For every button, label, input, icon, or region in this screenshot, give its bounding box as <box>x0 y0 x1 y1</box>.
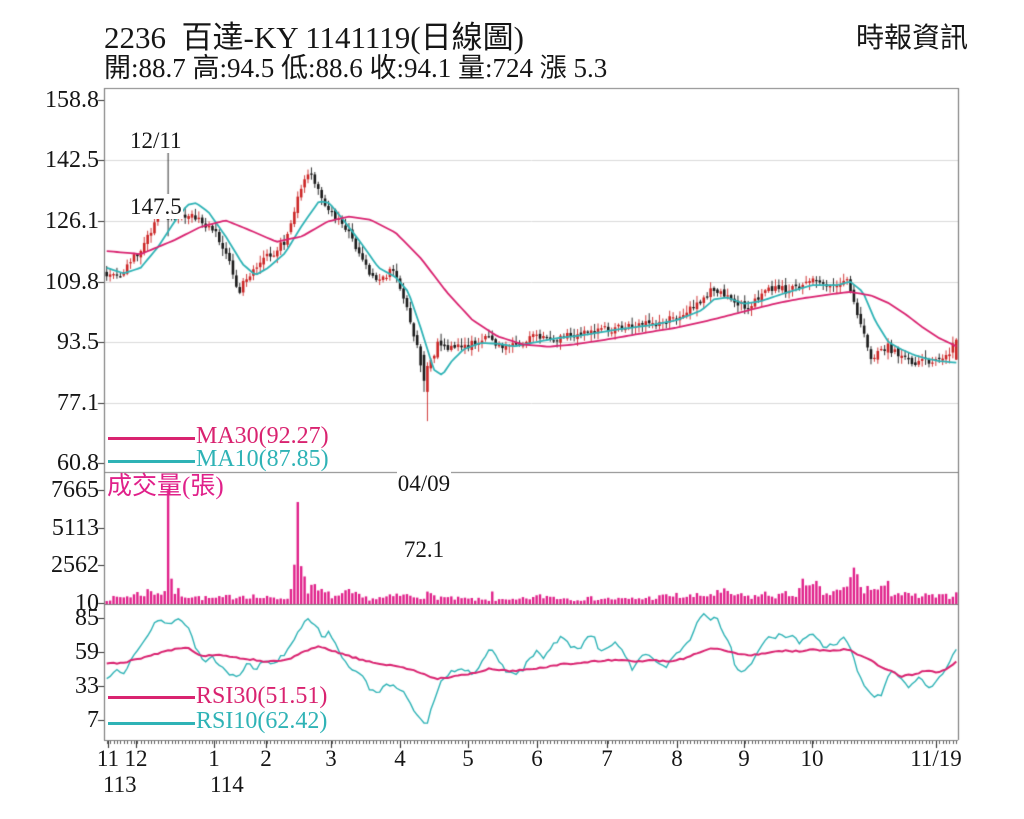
price-tick-label: 142.5 <box>45 147 99 174</box>
month-label: 4 <box>394 746 406 771</box>
month-label: 10 <box>800 746 824 771</box>
year-label: 113 <box>103 772 137 797</box>
month-label: 11/19 <box>910 746 962 771</box>
price-tick-label: 158.8 <box>45 87 99 113</box>
rsi-tick-label: 33 <box>75 673 99 699</box>
low-annotation-date: 04/09 <box>396 471 452 496</box>
month-label: 12 <box>124 746 148 771</box>
rsi10-legend-label: RSI10(62.42) <box>196 708 328 734</box>
volume-tick-label: 7665 <box>51 477 99 503</box>
price-tick-label: 93.5 <box>57 328 99 355</box>
rsi-tick-label: 59 <box>75 639 99 665</box>
ohlc-summary: 開:88.7 高:94.5 低:88.6 收:94.1 量:724 漲 5.3 <box>104 53 608 83</box>
month-label: 6 <box>531 746 543 771</box>
high-annotation-price: 147.5 <box>129 194 183 219</box>
price-tick-label: 126.1 <box>45 208 99 235</box>
ma10-legend-line <box>108 460 195 463</box>
ma30-legend-label: MA30(92.27) <box>196 423 329 449</box>
rsi-tick-label: 7 <box>87 707 99 733</box>
price-tick-label: 60.8 <box>57 450 99 476</box>
month-label: 2 <box>260 746 272 771</box>
month-label: 11 <box>96 746 120 771</box>
price-tick-label: 77.1 <box>57 389 99 416</box>
volume-tick-label: 10 <box>75 589 99 616</box>
month-label: 8 <box>671 746 683 771</box>
year-label: 114 <box>210 772 244 797</box>
low-annotation-price: 72.1 <box>402 537 446 562</box>
volume-pane-label: 成交量(張) <box>107 473 224 500</box>
rsi-tick-label: 85 <box>75 605 99 631</box>
volume-tick-label: 2562 <box>51 552 99 579</box>
page-title: 2236 百達-KY 1141119(日線圖) <box>104 20 524 55</box>
rsi30-legend-line <box>108 696 195 699</box>
month-label: 9 <box>738 746 750 771</box>
price-tick-label: 109.8 <box>45 268 99 295</box>
month-label: 1 <box>208 746 220 771</box>
ma30-legend-line <box>108 437 195 440</box>
high-annotation-date: 12/11 <box>129 128 183 153</box>
month-label: 7 <box>601 746 613 771</box>
low-annotation: 04/09 72.1 <box>389 429 459 605</box>
high-annotation: 12/11 147.5 <box>129 86 183 262</box>
rsi10-legend-line <box>108 722 195 725</box>
volume-tick-label: 5113 <box>51 514 99 541</box>
source-label: 時報資訊 <box>855 23 968 54</box>
month-label: 5 <box>462 746 474 771</box>
month-label: 3 <box>325 746 337 771</box>
ma10-legend-label: MA10(87.85) <box>196 446 329 472</box>
rsi30-legend-label: RSI30(51.51) <box>196 683 328 709</box>
